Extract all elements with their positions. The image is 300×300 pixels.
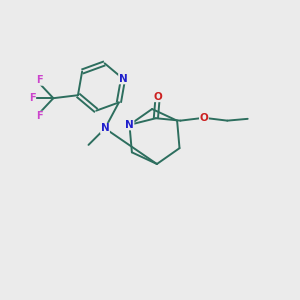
Text: N: N [100,123,109,134]
Text: O: O [200,113,208,123]
Text: N: N [119,74,128,84]
Text: F: F [29,93,36,103]
Text: N: N [125,120,134,130]
Text: F: F [37,111,43,121]
Text: F: F [37,75,43,85]
Text: O: O [153,92,162,102]
